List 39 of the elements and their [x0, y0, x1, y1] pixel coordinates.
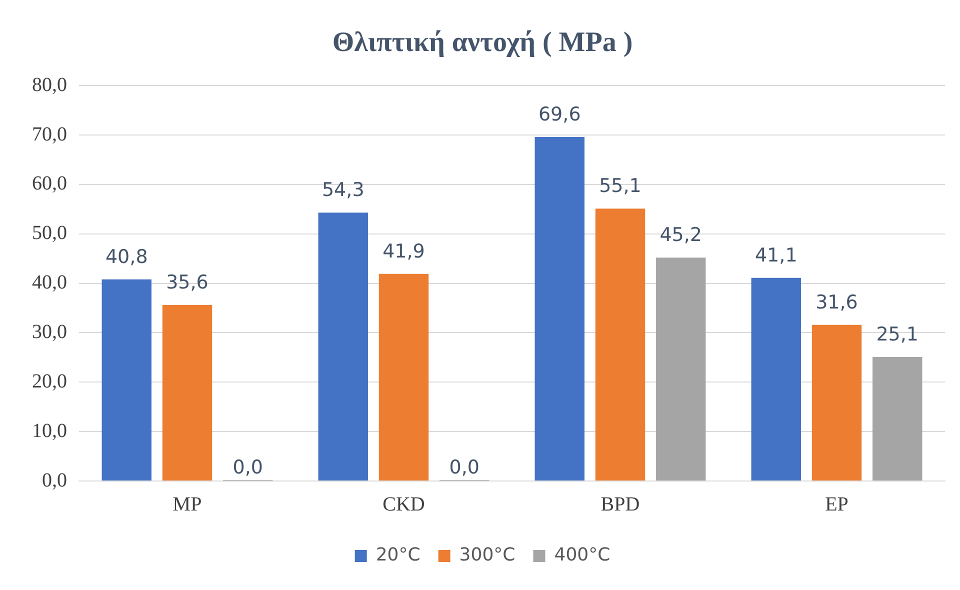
- data-label: 31,6: [816, 291, 858, 314]
- legend-label: 20°C: [376, 544, 420, 566]
- y-tick-label: 80,0: [32, 74, 67, 96]
- legend-label: 300°C: [459, 544, 516, 566]
- data-label: 55,1: [599, 175, 642, 198]
- data-label: 0,0: [449, 456, 480, 478]
- data-label: 41,9: [382, 240, 425, 262]
- y-tick-label: 50,0: [32, 222, 67, 244]
- bar: [872, 356, 922, 480]
- y-tick-label: 40,0: [32, 272, 67, 294]
- x-tick-label: CKD: [382, 493, 425, 516]
- y-tick-label: 60,0: [32, 172, 67, 195]
- legend-label: 400°C: [554, 544, 610, 566]
- bar: [595, 208, 646, 480]
- bar: [318, 212, 368, 480]
- data-label: 0,0: [232, 456, 263, 478]
- bar: [656, 258, 706, 480]
- data-label: 54,3: [322, 179, 364, 202]
- y-tick-label: 70,0: [32, 123, 67, 146]
- data-label: 45,2: [660, 224, 702, 246]
- y-tick-label: 20,0: [32, 370, 67, 392]
- data-label: 40,8: [105, 246, 148, 268]
- bar: [378, 274, 429, 480]
- bar: [534, 137, 584, 480]
- bar: [812, 324, 862, 480]
- data-label: 41,1: [754, 244, 798, 266]
- y-tick-label: 10,0: [32, 420, 67, 442]
- data-label: 69,6: [538, 103, 581, 126]
- chart-title: Θλιπτική αντοχή ( MPa ): [332, 27, 633, 58]
- y-tick-label: 0,0: [42, 469, 67, 492]
- bar: [751, 278, 801, 480]
- x-tick-label: BPD: [600, 493, 640, 516]
- y-tick-label: 30,0: [32, 320, 67, 343]
- data-label: 25,1: [876, 323, 919, 346]
- data-label: 35,6: [166, 271, 208, 294]
- x-tick-label: EP: [825, 493, 848, 516]
- bar: [102, 279, 152, 480]
- bar: [162, 305, 212, 480]
- x-tick-label: MP: [172, 493, 202, 516]
